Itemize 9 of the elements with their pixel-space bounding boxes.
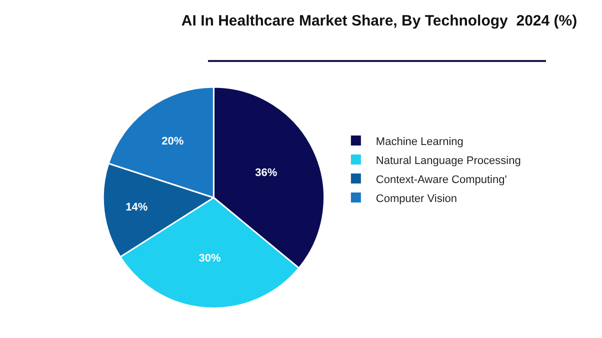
legend-label: Natural Language Processing [376,154,521,167]
legend-label: Context-Aware Computing' [376,174,507,186]
data-label: 30% [198,252,221,265]
legend-label: Machine Learning [376,136,464,148]
data-label: 14% [126,201,148,214]
data-label: 36% [255,166,278,179]
chart-title: AI In Healthcare Market Share, By Technology 2024 (%) [181,12,578,30]
legend-label: Computer Vision [376,192,458,205]
data-label: 20% [162,135,184,148]
